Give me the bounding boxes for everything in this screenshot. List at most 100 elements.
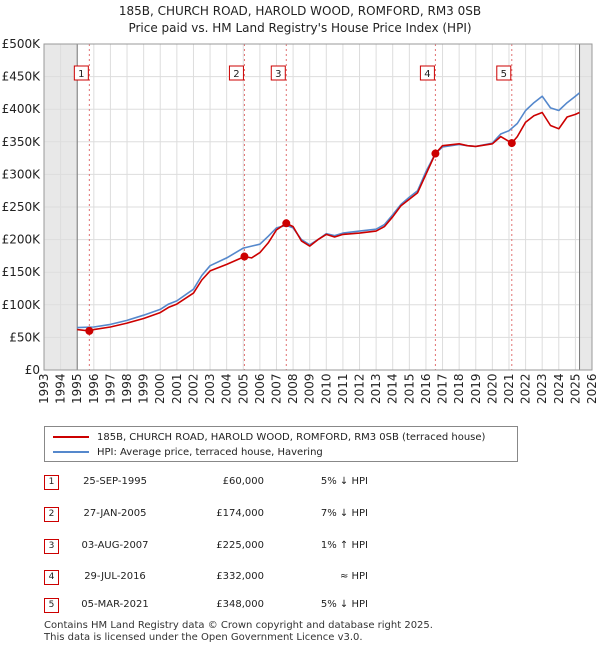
sale-row: 4 29-JUL-2016 £332,000 ≈ HPI — [0, 568, 600, 588]
x-tick-label: 2016 — [419, 373, 433, 404]
x-tick-label: 2000 — [153, 373, 167, 404]
legend-label-hpi: HPI: Average price, terraced house, Have… — [97, 446, 323, 458]
sale-point — [240, 252, 249, 261]
x-tick-label: 2021 — [502, 373, 516, 404]
chart-title: 185B, CHURCH ROAD, HAROLD WOOD, ROMFORD,… — [118, 4, 482, 18]
sale-date: 05-MAR-2021 — [81, 599, 149, 610]
legend-item-hpi: HPI: Average price, terraced house, Have… — [53, 445, 323, 459]
sale-label-box — [496, 65, 512, 81]
sale-date: 03-AUG-2007 — [81, 540, 149, 551]
x-tick-label: 2024 — [552, 373, 566, 404]
y-tick-label: £0 — [25, 363, 40, 377]
x-tick-label: 2018 — [452, 373, 466, 404]
sale-number-badge: 5 — [44, 598, 59, 613]
series-line-hpi — [77, 92, 581, 329]
y-tick-label: £400K — [2, 102, 42, 116]
sale-number-badge: 3 — [44, 539, 59, 554]
sale-number-badge: 1 — [44, 475, 59, 490]
sale-label-text: 1 — [78, 69, 84, 80]
sale-date: 29-JUL-2016 — [84, 571, 146, 582]
sale-label-text: 2 — [233, 69, 239, 80]
sale-price: £174,000 — [216, 508, 264, 519]
series-line-property — [77, 111, 580, 332]
x-tick-label: 1995 — [70, 373, 84, 404]
sale-point — [431, 149, 440, 158]
x-tick-label: 1993 — [37, 373, 51, 404]
sale-price: £60,000 — [222, 476, 264, 487]
sale-label-text: 5 — [501, 69, 507, 80]
sale-hpi-comparison: 5% ↓ HPI — [320, 476, 368, 487]
sale-date: 25-SEP-1995 — [83, 476, 147, 487]
footer-copyright: Contains HM Land Registry data © Crown c… — [44, 620, 433, 631]
x-tick-label: 2009 — [303, 373, 317, 404]
sale-row: 2 27-JAN-2005 £174,000 7% ↓ HPI — [0, 505, 600, 525]
sale-price: £225,000 — [216, 540, 264, 551]
y-tick-label: £50K — [9, 330, 41, 344]
sale-hpi-comparison: 5% ↓ HPI — [320, 599, 368, 610]
x-tick-label: 2023 — [535, 373, 549, 404]
sale-point — [282, 219, 291, 228]
plot-frame — [43, 43, 593, 371]
x-tick-label: 2004 — [220, 373, 234, 404]
sale-hpi-comparison: 7% ↓ HPI — [320, 508, 368, 519]
sale-hpi-comparison: 1% ↑ HPI — [320, 540, 368, 551]
sale-label-box — [419, 65, 435, 81]
sale-date: 27-JAN-2005 — [83, 508, 147, 519]
sale-number-badge: 2 — [44, 507, 59, 522]
x-tick-label: 2026 — [585, 373, 599, 404]
sale-label-text: 4 — [424, 69, 430, 80]
x-tick-label: 2012 — [353, 373, 367, 404]
sale-label-box — [228, 65, 244, 81]
x-tick-label: 2005 — [236, 373, 250, 404]
y-tick-label: £300K — [2, 167, 42, 181]
sale-point — [85, 326, 94, 335]
x-tick-label: 2006 — [253, 373, 267, 404]
price-chart: 1 2 3 4 5 £0 £50K £100K £150K £200K £250K £300K £350… — [2, 37, 599, 404]
sale-price: £348,000 — [216, 599, 264, 610]
chart-subtitle: Price paid vs. HM Land Registry's House … — [128, 21, 472, 35]
y-tick-label: £150K — [2, 265, 42, 279]
x-tick-label: 2007 — [269, 373, 283, 404]
x-tick-label: 2014 — [386, 373, 400, 404]
sale-point — [507, 139, 516, 148]
legend-swatch-hpi — [53, 451, 89, 453]
x-tick-label: 1998 — [120, 373, 134, 404]
x-tick-label: 2008 — [286, 373, 300, 404]
y-tick-label: £500K — [2, 37, 42, 51]
x-tick-label: 2019 — [469, 373, 483, 404]
x-tick-label: 2001 — [170, 373, 184, 404]
x-tick-label: 1999 — [137, 373, 151, 404]
x-tick-label: 2025 — [568, 373, 582, 404]
y-tick-label: £200K — [2, 233, 42, 247]
footer-licence: This data is licensed under the Open Gov… — [44, 632, 363, 643]
legend-swatch-property — [53, 436, 89, 438]
sale-label-text: 3 — [275, 69, 281, 80]
legend-item-property: 185B, CHURCH ROAD, HAROLD WOOD, ROMFORD,… — [53, 430, 485, 444]
x-tick-label: 2013 — [369, 373, 383, 404]
sale-row: 1 25-SEP-1995 £60,000 5% ↓ HPI — [0, 473, 600, 493]
x-tick-label: 2002 — [186, 373, 200, 404]
y-tick-label: £100K — [2, 298, 42, 312]
y-tick-label: £250K — [2, 200, 42, 214]
sale-price: £332,000 — [216, 571, 264, 582]
legend: 185B, CHURCH ROAD, HAROLD WOOD, ROMFORD,… — [44, 426, 518, 462]
sale-hpi-comparison: ≈ HPI — [339, 571, 368, 582]
x-tick-label: 2011 — [336, 373, 350, 404]
sale-label-box — [270, 65, 286, 81]
y-tick-label: £450K — [2, 70, 42, 84]
x-tick-label: 2003 — [203, 373, 217, 404]
x-tick-label: 2015 — [402, 373, 416, 404]
x-tick-label: 2010 — [319, 373, 333, 404]
x-tick-label: 1994 — [54, 373, 68, 404]
sale-row: 3 03-AUG-2007 £225,000 1% ↑ HPI — [0, 537, 600, 557]
x-tick-label: 2022 — [519, 373, 533, 404]
legend-label-property: 185B, CHURCH ROAD, HAROLD WOOD, ROMFORD,… — [97, 431, 486, 443]
y-tick-label: £350K — [2, 135, 42, 149]
x-tick-label: 1996 — [87, 373, 101, 404]
sale-label-box — [73, 65, 89, 81]
x-tick-label: 2020 — [485, 373, 499, 404]
sale-number-badge: 4 — [44, 570, 59, 585]
sale-row: 5 05-MAR-2021 £348,000 5% ↓ HPI — [0, 596, 600, 616]
x-tick-label: 1997 — [103, 373, 117, 404]
x-tick-label: 2017 — [436, 373, 450, 404]
